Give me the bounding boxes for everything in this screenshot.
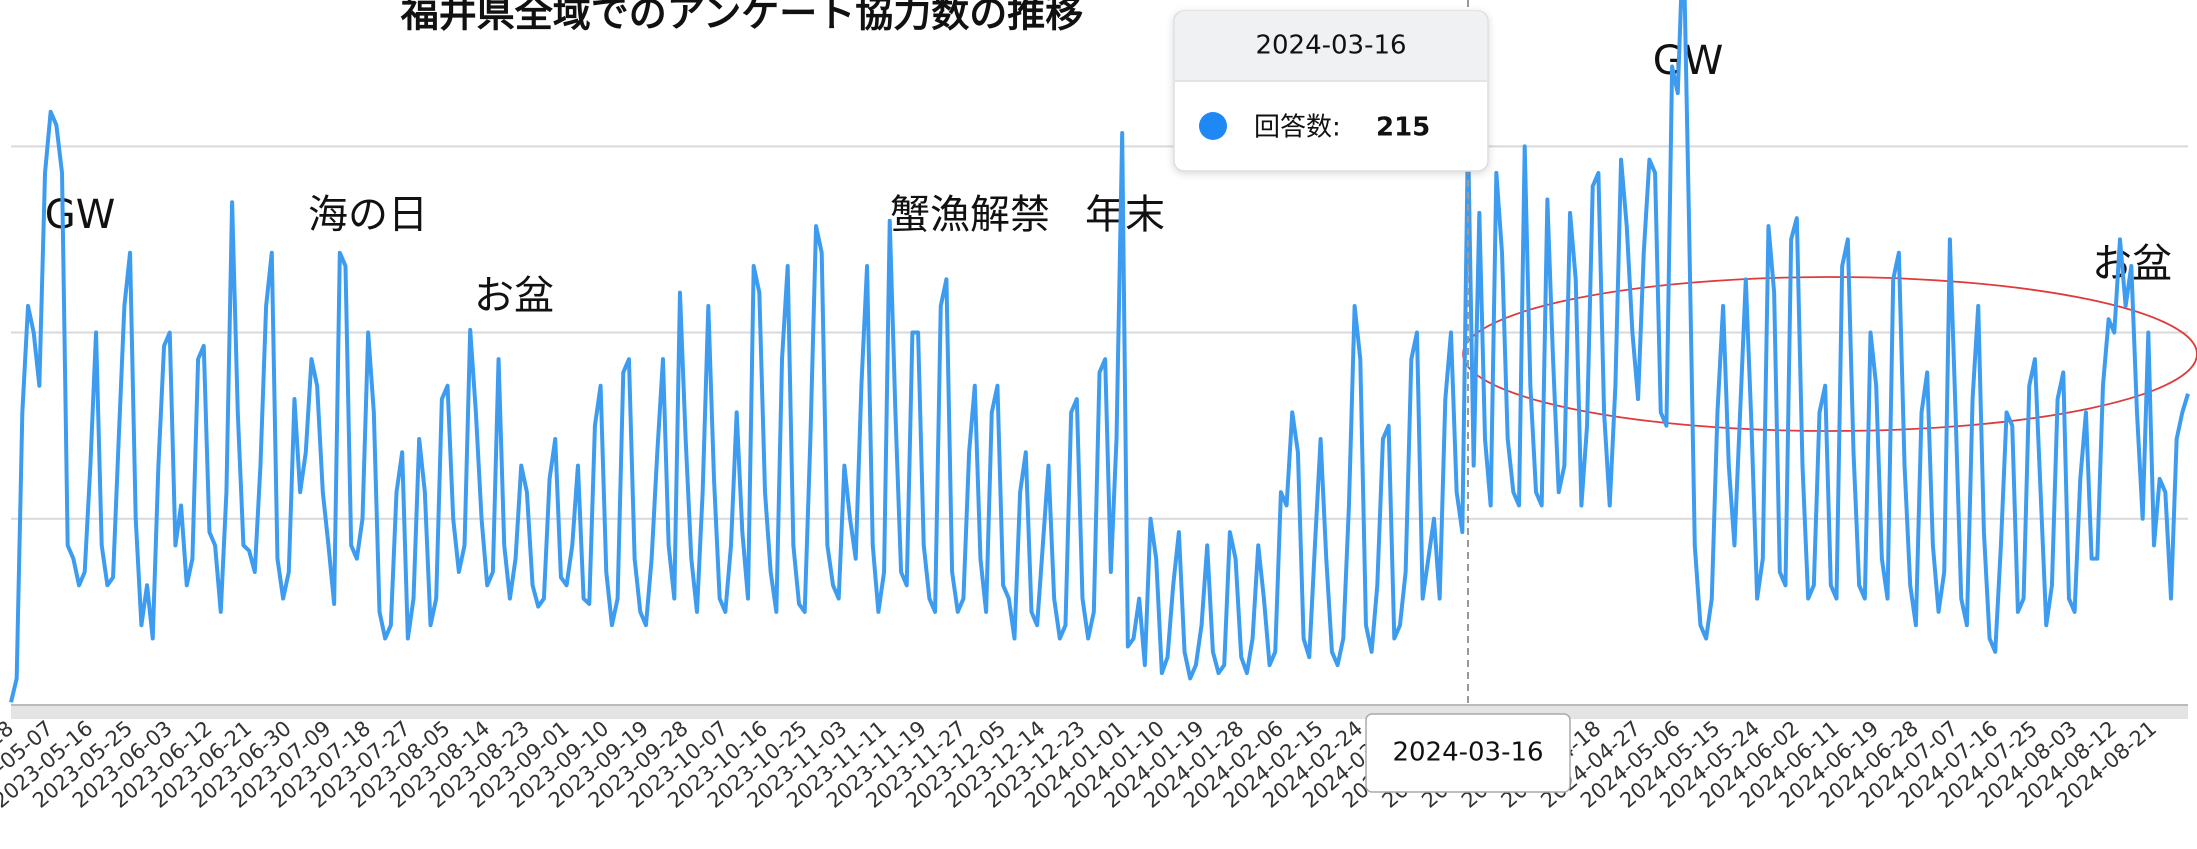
chart-title: 福井県全域でのアンケート協力数の推移 bbox=[400, 0, 1083, 36]
grid bbox=[11, 145, 2188, 520]
data-line bbox=[9, 0, 2190, 703]
tooltip-date: 2024-03-16 bbox=[1255, 31, 1406, 61]
pointer-label-box bbox=[1365, 713, 1571, 793]
x-axis-band bbox=[11, 705, 2188, 719]
pointer-label: 2024-03-16 bbox=[1392, 738, 1543, 768]
tooltip: 2024-03-16 回答数: 215 bbox=[1173, 10, 1489, 172]
tooltip-value: 215 bbox=[1376, 113, 1430, 143]
highlight-ellipse bbox=[1462, 276, 2197, 432]
tooltip-dot bbox=[1199, 112, 1227, 140]
tooltip-header bbox=[1175, 11, 1487, 81]
annotation: GW bbox=[45, 192, 116, 238]
annotation: お盆 bbox=[474, 273, 554, 319]
x-tick-labels: 2023-04-282023-05-072023-05-162023-05-25… bbox=[0, 716, 2161, 813]
annotation: 蟹漁解禁 bbox=[890, 192, 1050, 238]
tooltip-label: 回答数: bbox=[1254, 113, 1341, 143]
plot bbox=[9, 0, 2190, 703]
annotation: 海の日 bbox=[308, 192, 428, 238]
axis-pointer: 2024-03-16 bbox=[1365, 0, 1571, 793]
